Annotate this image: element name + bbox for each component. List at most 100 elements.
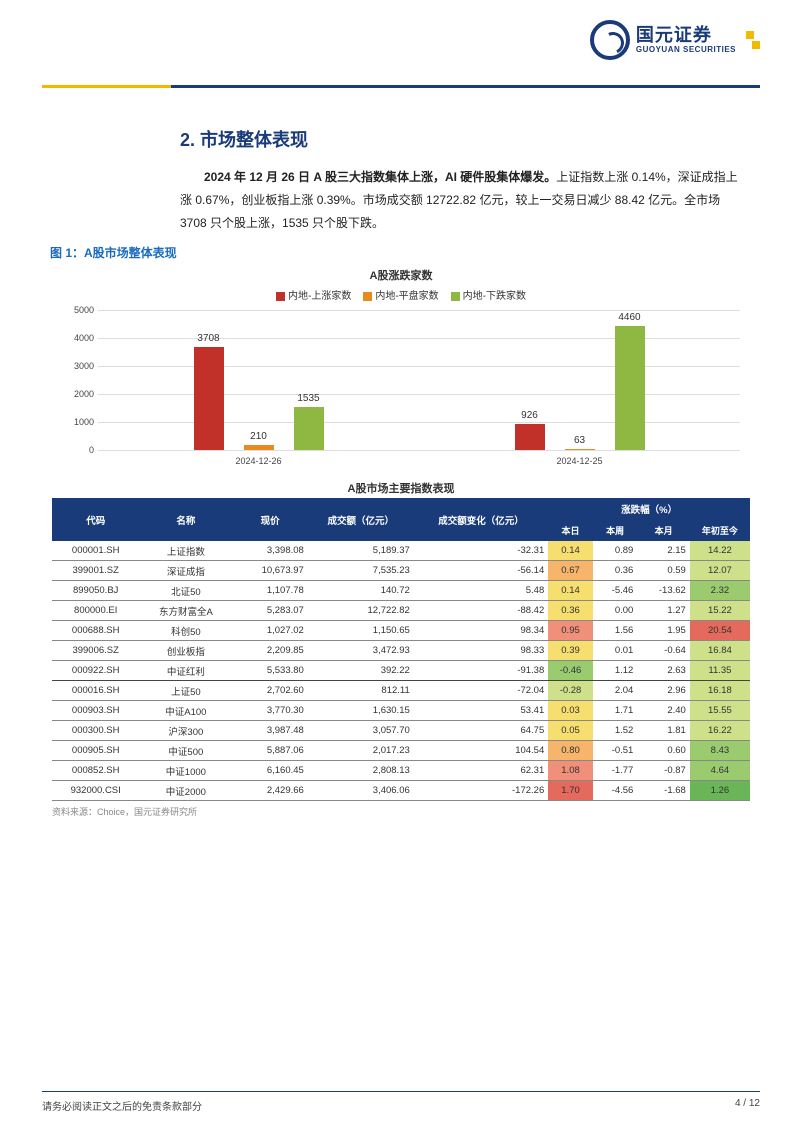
table-cell: 4.64 [690,761,750,781]
bar-value-label: 1535 [297,393,319,404]
table-cell: 上证指数 [139,541,232,561]
logo-squares-icon [746,31,760,49]
table-cell: 中证2000 [139,781,232,801]
table-cell: -5.46 [593,581,638,601]
th-vol: 成交额（亿元） [308,498,414,541]
table-cell: 6,160.45 [232,761,308,781]
table-cell: 5.48 [414,581,548,601]
table-cell: 2,429.66 [232,781,308,801]
table-cell: -0.28 [548,681,593,701]
table-row: 399001.SZ深证成指10,673.977,535.23-56.140.67… [52,561,750,581]
th-day: 本日 [548,520,593,541]
page-header: 国元证券 GUOYUAN SECURITIES [0,0,802,88]
table-cell: 16.18 [690,681,750,701]
chart-plot-area: 010002000300040005000 370821015352024-12… [62,310,740,470]
table-cell: 1,107.78 [232,581,308,601]
table-cell: 1.81 [637,721,689,741]
y-tick-label: 5000 [74,305,94,315]
table-cell: 2.40 [637,701,689,721]
x-axis-label: 2024-12-25 [419,456,740,466]
table-cell: 1.71 [593,701,638,721]
legend-item: 内地-平盘家数 [363,291,438,302]
table-cell: -56.14 [414,561,548,581]
table-cell: 000300.SH [52,721,139,741]
table-cell: -91.38 [414,661,548,681]
table-cell: 10,673.97 [232,561,308,581]
table-cell: 20.54 [690,621,750,641]
table-row: 000922.SH中证红利5,533.80392.22-91.38-0.461.… [52,661,750,681]
table-cell: 科创50 [139,621,232,641]
table-cell: 12,722.82 [308,601,414,621]
table-cell: 16.22 [690,721,750,741]
table-row: 000903.SH中证A1003,770.301,630.1553.410.03… [52,701,750,721]
table-cell: 深证成指 [139,561,232,581]
chart-bar: 1535 [294,407,324,450]
header-divider [42,85,760,88]
table-cell: 14.22 [690,541,750,561]
table-cell: 5,533.80 [232,661,308,681]
table-cell: 932000.CSI [52,781,139,801]
table-cell: 3,406.06 [308,781,414,801]
table-cell: 2.15 [637,541,689,561]
table-cell: 中证500 [139,741,232,761]
table-cell: 创业板指 [139,641,232,661]
bar-value-label: 4460 [618,312,640,323]
bar-chart: A股涨跌家数 内地-上涨家数内地-平盘家数内地-下跌家数 01000200030… [52,267,750,470]
section-title: 市场整体表现 [200,130,308,150]
table-cell: 11.35 [690,661,750,681]
table-row: 000688.SH科创501,027.021,150.6598.340.951.… [52,621,750,641]
table-cell: 15.22 [690,601,750,621]
table-cell: 2,017.23 [308,741,414,761]
table-cell: 16.84 [690,641,750,661]
table-cell: 399006.SZ [52,641,139,661]
table-cell: 98.34 [414,621,548,641]
table-cell: 2.96 [637,681,689,701]
bar-group: 370821015352024-12-26 [98,310,419,450]
table-cell: 0.39 [548,641,593,661]
table-cell: 0.00 [593,601,638,621]
table-cell: 3,398.08 [232,541,308,561]
table-cell: -72.04 [414,681,548,701]
section-number: 2. [180,130,195,150]
page-footer: 请务必阅读正文之后的免责条款部分 4 / 12 [0,1091,802,1114]
y-tick-label: 2000 [74,389,94,399]
table-cell: 1,027.02 [232,621,308,641]
index-table-title: A股市场主要指数表现 [0,480,802,496]
table-cell: -0.64 [637,641,689,661]
table-row: 000905.SH中证5005,887.062,017.23104.540.80… [52,741,750,761]
legend-swatch-icon [276,292,285,301]
table-cell: 2,209.85 [232,641,308,661]
footer-page-number: 4 / 12 [735,1098,760,1113]
table-cell: 0.03 [548,701,593,721]
table-cell: -88.42 [414,601,548,621]
table-cell: 1.08 [548,761,593,781]
table-cell: 0.60 [637,741,689,761]
th-pct-group: 涨跌幅（%） [548,498,750,520]
table-row: 000300.SH沪深3003,987.483,057.7064.750.051… [52,721,750,741]
y-tick-label: 3000 [74,361,94,371]
table-cell: 399001.SZ [52,561,139,581]
table-cell: 800000.EI [52,601,139,621]
table-cell: 5,283.07 [232,601,308,621]
table-cell: 62.31 [414,761,548,781]
table-cell: 0.36 [548,601,593,621]
table-cell: 0.14 [548,541,593,561]
th-code: 代码 [52,498,139,541]
table-cell: 812.11 [308,681,414,701]
table-cell: -0.46 [548,661,593,681]
grid-line [98,450,740,451]
table-cell: 15.55 [690,701,750,721]
chart-bar: 210 [244,445,274,451]
index-table: 代码 名称 现价 成交额（亿元） 成交额变化（亿元） 涨跌幅（%） 本日 本周 … [52,498,750,801]
th-vol-chg: 成交额变化（亿元） [414,498,548,541]
table-cell: 000903.SH [52,701,139,721]
y-tick-label: 1000 [74,417,94,427]
table-cell: 0.67 [548,561,593,581]
th-price: 现价 [232,498,308,541]
legend-item: 内地-下跌家数 [451,291,526,302]
table-cell: 1.52 [593,721,638,741]
footer-disclaimer: 请务必阅读正文之后的免责条款部分 [42,1098,202,1113]
table-cell: 3,770.30 [232,701,308,721]
table-cell: -1.77 [593,761,638,781]
table-cell: 2.32 [690,581,750,601]
